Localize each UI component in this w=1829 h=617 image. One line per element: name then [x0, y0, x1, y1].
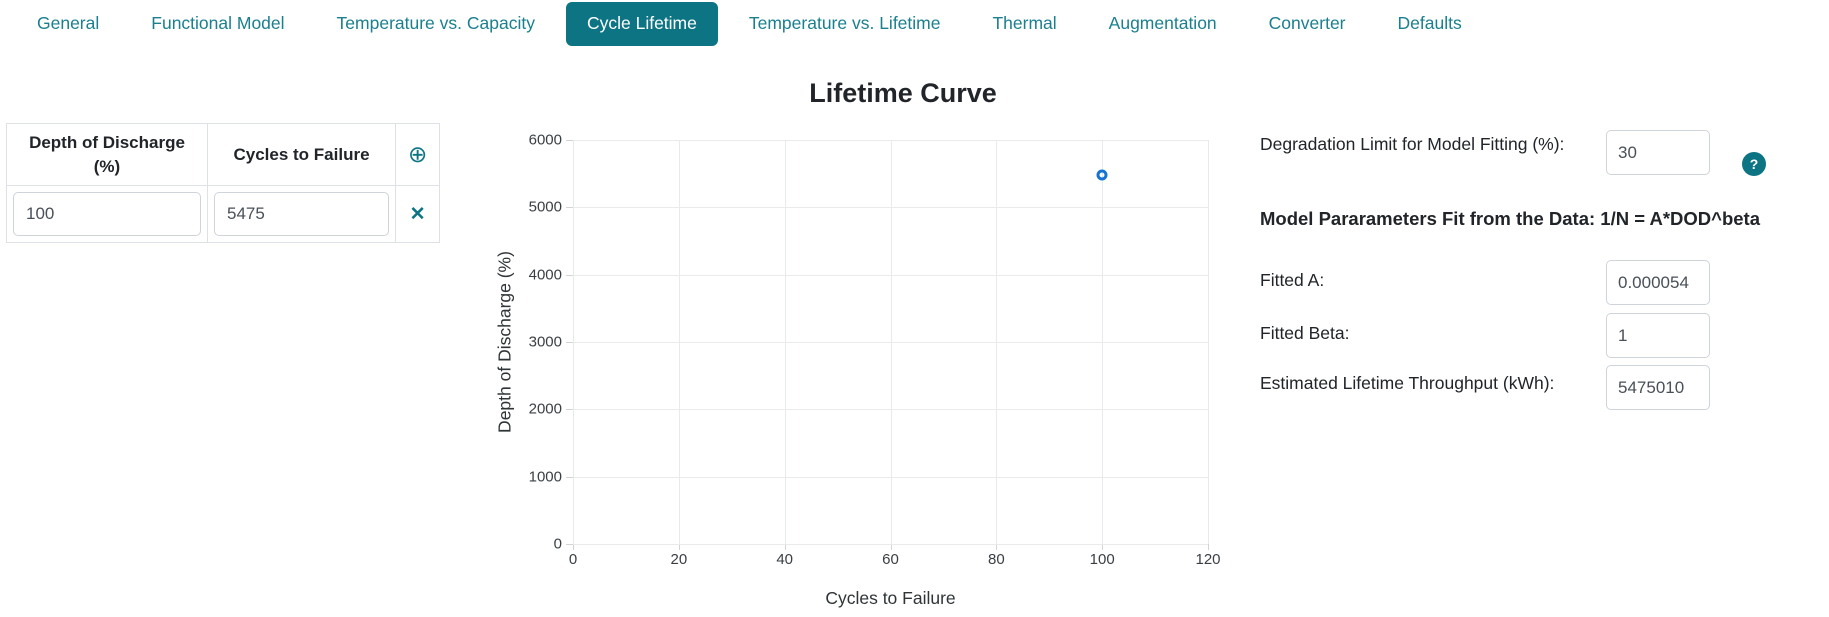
cycles-to-failure-input[interactable]	[214, 192, 389, 236]
tab-temperature-vs-capacity[interactable]: Temperature vs. Capacity	[336, 13, 535, 33]
estimated-lifetime-throughput-label: Estimated Lifetime Throughput (kWh):	[1260, 373, 1555, 393]
tick-mark	[566, 476, 573, 478]
table-row: ✕	[6, 185, 441, 243]
close-icon: ✕	[409, 203, 426, 225]
x-axis-title: Cycles to Failure	[825, 588, 956, 608]
x-tick-label: 80	[987, 551, 1005, 568]
model-parameters-heading: Model Pararameters Fit from the Data: 1/…	[1260, 208, 1760, 229]
x-tick-label: 20	[670, 551, 688, 568]
gridline	[573, 342, 1208, 343]
tick-mark	[678, 544, 680, 550]
degradation-limit-input[interactable]	[1606, 130, 1710, 175]
tick-mark	[1102, 544, 1104, 550]
tick-mark	[566, 140, 573, 141]
column-header-depth-of-discharge: Depth of Discharge (%)	[6, 123, 208, 186]
y-tick-label: 5000	[528, 198, 562, 216]
y-tick-label: 4000	[528, 266, 562, 284]
help-icon[interactable]: ?	[1742, 152, 1766, 176]
fitted-beta-input[interactable]	[1606, 313, 1710, 358]
tab-bar: General Functional Model Temperature vs.…	[0, 0, 1829, 47]
tick-mark	[566, 207, 573, 209]
tick-mark	[784, 544, 786, 550]
gridline	[573, 207, 1208, 209]
tick-mark	[566, 544, 573, 545]
tick-mark	[566, 342, 573, 343]
y-axis-title: Depth of Discharge (%)	[494, 251, 515, 433]
tick-mark	[566, 409, 573, 411]
dod-input[interactable]	[13, 192, 201, 236]
y-tick-label: 6000	[528, 131, 562, 149]
x-tick-label: 0	[568, 551, 578, 568]
tab-defaults[interactable]: Defaults	[1397, 13, 1462, 33]
tick-mark	[573, 544, 574, 550]
gridline	[573, 544, 1208, 545]
y-tick-label: 0	[553, 535, 562, 553]
x-axis-tick-labels: 0 20 40 60 80 100 120	[569, 551, 1221, 573]
gridline	[573, 140, 1208, 141]
gridline	[573, 274, 1208, 276]
column-header-cycles-to-failure: Cycles to Failure	[207, 123, 396, 186]
tab-functional-model[interactable]: Functional Model	[151, 13, 285, 33]
y-axis-tick-labels: 0 1000 2000 3000 4000 5000 6000	[492, 132, 562, 553]
y-tick-label: 1000	[528, 468, 562, 486]
gridline	[573, 409, 1208, 411]
tick-mark	[566, 274, 573, 276]
tab-augmentation[interactable]: Augmentation	[1108, 13, 1217, 33]
x-tick-label: 120	[1195, 551, 1221, 568]
tick-mark	[890, 544, 892, 550]
y-tick-label: 2000	[528, 400, 562, 418]
tab-temperature-vs-lifetime[interactable]: Temperature vs. Lifetime	[748, 13, 941, 33]
tab-general[interactable]: General	[37, 13, 100, 33]
gridline	[573, 476, 1208, 478]
tab-cycle-lifetime[interactable]: Cycle Lifetime	[565, 1, 718, 46]
tab-thermal[interactable]: Thermal	[992, 13, 1057, 33]
fitted-a-input[interactable]	[1606, 260, 1710, 305]
add-row-button[interactable]: ⊕	[408, 130, 427, 179]
fitted-beta-label: Fitted Beta:	[1260, 323, 1350, 343]
page-title: Lifetime Curve	[809, 78, 997, 108]
estimated-lifetime-throughput-input[interactable]	[1606, 365, 1710, 410]
remove-row-button[interactable]: ✕	[396, 186, 439, 242]
degradation-limit-label: Degradation Limit for Model Fitting (%):	[1260, 134, 1565, 154]
tab-converter[interactable]: Converter	[1268, 13, 1346, 33]
fitted-a-label: Fitted A:	[1260, 270, 1325, 290]
data-point-marker	[1096, 169, 1108, 181]
lifetime-curve-plot[interactable]	[566, 140, 1209, 550]
tick-mark	[996, 544, 998, 550]
add-circle-icon: ⊕	[408, 141, 428, 167]
gridline	[1208, 140, 1209, 544]
y-tick-label: 3000	[528, 333, 562, 351]
tick-mark	[1208, 544, 1209, 550]
x-tick-label: 40	[776, 551, 793, 568]
lifetime-points-table: Depth of Discharge (%) Cycles to Failure…	[6, 123, 441, 243]
x-tick-label: 100	[1089, 551, 1115, 568]
x-tick-label: 60	[882, 551, 899, 568]
